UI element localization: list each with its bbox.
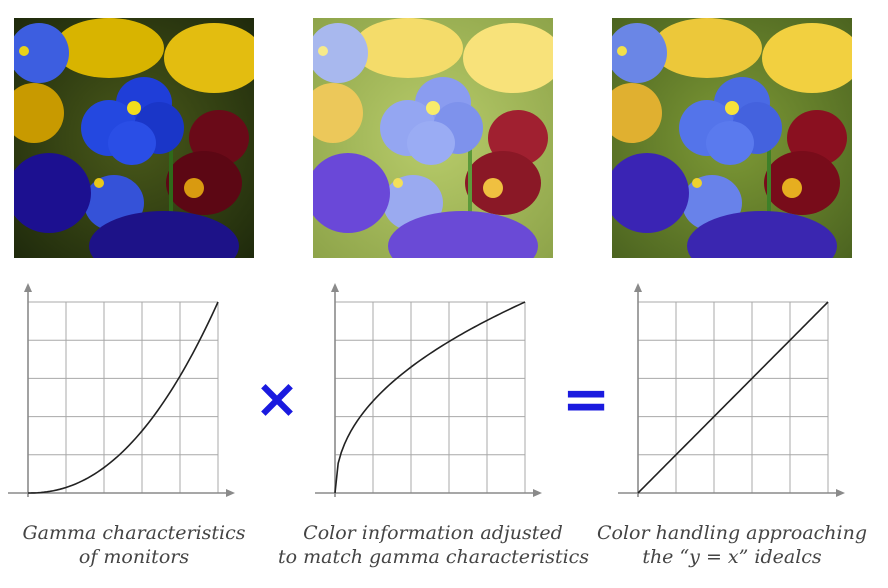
photo-adjusted-color <box>313 18 553 258</box>
y-axis-arrow <box>634 283 642 292</box>
equals-symbol: = <box>561 365 611 433</box>
x-axis-arrow <box>226 489 235 497</box>
caption-line: Gamma characteristics <box>22 522 246 544</box>
caption-line: to match gamma characteristics <box>278 546 590 568</box>
y-axis-arrow <box>24 283 32 292</box>
caption-line: Color information adjusted <box>303 522 563 544</box>
x-axis-arrow <box>836 489 845 497</box>
plot-monitor-gamma <box>8 283 235 497</box>
caption-line: Color handling approaching <box>596 522 868 544</box>
plot-linear-ideal <box>618 283 845 497</box>
response-curve <box>27 301 219 494</box>
caption-line: the “y = x” idealcs <box>642 546 822 568</box>
caption-monitor-gamma: Gamma characteristics of monitors <box>14 521 254 569</box>
multiply-symbol: × <box>254 367 300 430</box>
response-curve <box>637 301 829 494</box>
x-axis-arrow <box>533 489 542 497</box>
photo-balanced-result <box>612 18 852 258</box>
caption-linear-ideal: Color handling approaching the “y = x” i… <box>596 521 868 569</box>
response-curve <box>334 301 526 494</box>
plot-adjusted-color <box>315 283 542 497</box>
caption-adjusted-color: Color information adjusted to match gamm… <box>278 521 590 569</box>
photo-monitor-gamma <box>14 18 254 258</box>
y-axis-arrow <box>331 283 339 292</box>
caption-line: of monitors <box>78 546 190 568</box>
